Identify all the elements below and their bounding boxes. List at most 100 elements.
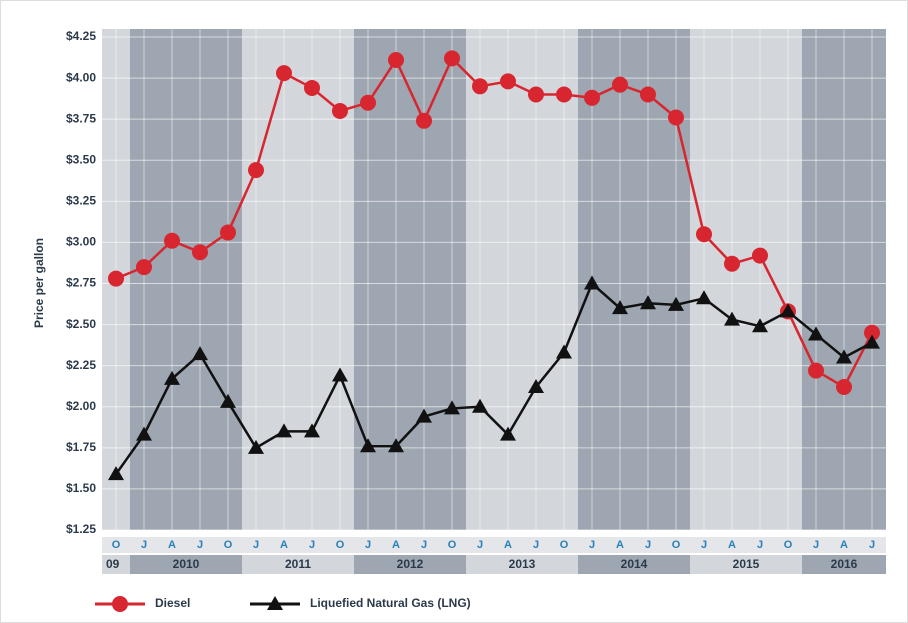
x-tick-label: A [168, 539, 176, 551]
x-tick-label: O [560, 539, 569, 551]
data-point [864, 324, 880, 341]
y-tick-label: $3.75 [66, 111, 96, 125]
x-tick-label: O [672, 539, 681, 551]
x-tick-label: J [645, 539, 651, 551]
x-tick-label: A [504, 539, 512, 551]
x-tick-label: J [309, 539, 315, 551]
year-label: 2014 [621, 557, 648, 571]
year-cell [102, 555, 130, 574]
y-tick-label: $3.25 [66, 194, 96, 208]
x-tick-label: J [365, 539, 371, 551]
y-tick-label: $2.00 [66, 399, 96, 413]
data-point [836, 349, 852, 364]
year-cell [802, 555, 886, 574]
year-label: 2010 [173, 557, 200, 571]
year-band [130, 29, 242, 530]
y-axis-label: Price per gallon [32, 238, 46, 328]
data-point [136, 259, 152, 276]
data-point [472, 78, 488, 95]
data-point [724, 255, 740, 272]
y-tick-label: $4.25 [66, 29, 96, 43]
x-tick-label: J [813, 539, 819, 551]
data-point [388, 52, 404, 69]
data-point [248, 162, 264, 179]
data-point [444, 50, 460, 67]
data-point [808, 362, 824, 379]
y-tick-label: $1.75 [66, 440, 96, 454]
y-tick-label: $2.50 [66, 317, 96, 331]
year-band [466, 29, 578, 530]
year-cell [242, 555, 354, 574]
data-point [724, 311, 740, 326]
year-label: 2015 [733, 557, 760, 571]
data-point [752, 318, 768, 333]
x-tick-label: J [701, 539, 707, 551]
year-label: 2016 [831, 557, 858, 571]
data-point [528, 86, 544, 103]
x-tick-label: A [616, 539, 624, 551]
data-point [780, 303, 796, 318]
data-point [612, 300, 628, 315]
data-point [696, 226, 712, 243]
y-tick-label: $2.25 [66, 358, 96, 372]
data-point [360, 94, 376, 111]
data-point [472, 398, 488, 413]
data-point [528, 379, 544, 394]
x-tick-label: J [141, 539, 147, 551]
data-point [220, 224, 236, 241]
x-tick-label: J [589, 539, 595, 551]
year-cell [354, 555, 466, 574]
data-point [668, 296, 684, 311]
x-tick-label: A [392, 539, 400, 551]
x-tick-label: J [533, 539, 539, 551]
data-point [808, 326, 824, 341]
data-point [304, 423, 320, 438]
x-tick-label: J [757, 539, 763, 551]
x-tick-label: O [784, 539, 793, 551]
legend-label: Liquefied Natural Gas (LNG) [310, 596, 471, 610]
data-point [416, 408, 432, 423]
data-point [192, 346, 208, 361]
x-tick-label: J [253, 539, 259, 551]
data-point [332, 367, 348, 382]
data-point [276, 65, 292, 82]
series-line [114, 281, 873, 475]
x-tick-label: O [224, 539, 233, 551]
data-point [668, 109, 684, 126]
category-row [102, 537, 886, 553]
x-tick-label: O [448, 539, 457, 551]
data-point [640, 295, 656, 310]
data-point [836, 379, 852, 396]
legend-label: Diesel [155, 596, 190, 610]
x-tick-label: A [728, 539, 736, 551]
year-cell [466, 555, 578, 574]
year-band [690, 29, 802, 530]
year-cell [578, 555, 690, 574]
data-point [864, 334, 880, 349]
year-label: 2011 [285, 557, 311, 571]
data-point [612, 76, 628, 93]
data-point [248, 439, 264, 454]
data-point [696, 290, 712, 305]
x-tick-label: O [112, 539, 121, 551]
y-tick-label: $2.75 [66, 276, 96, 290]
year-cell [690, 555, 802, 574]
y-tick-label: $4.00 [66, 70, 96, 84]
data-point [752, 247, 768, 264]
x-tick-label: J [477, 539, 483, 551]
x-tick-label: A [280, 539, 288, 551]
data-point [108, 270, 124, 287]
data-point [220, 393, 236, 408]
data-point [276, 423, 292, 438]
data-point [584, 275, 600, 290]
data-point [444, 400, 460, 415]
data-point [136, 426, 152, 441]
data-point [500, 426, 516, 441]
data-point [416, 112, 432, 129]
data-point [640, 86, 656, 103]
x-tick-label: J [197, 539, 203, 551]
data-point [192, 244, 208, 261]
data-point [164, 370, 180, 385]
year-label: 09 [106, 557, 120, 571]
